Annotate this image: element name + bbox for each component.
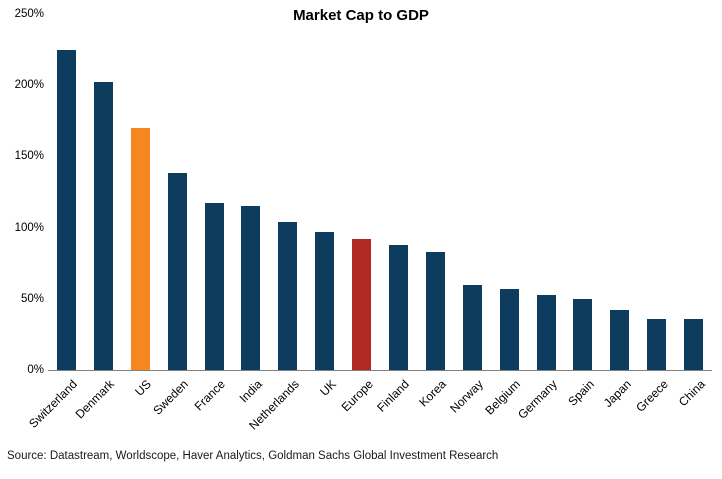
bar [425,251,445,370]
y-tick-label: 250% [14,8,44,20]
bar [278,221,298,370]
bar [241,206,261,370]
bar [167,173,187,370]
bar [130,127,150,370]
x-axis-label: UK [316,377,339,399]
bar [647,318,667,370]
x-axis-label: Japan [600,377,634,411]
x-axis-label: Europe [338,377,376,415]
bar [462,284,482,370]
y-tick-label: 150% [14,150,44,163]
x-axis-label: Greece [632,377,671,415]
x-axis-line [48,370,712,371]
x-axis-label: US [132,377,155,399]
source-note: Source: Datastream, Worldscope, Haver An… [7,450,499,462]
x-axis-label: Finland [374,377,413,415]
x-axis-label: India [236,377,265,406]
bar [573,298,593,370]
x-axis-label: China [675,377,708,410]
y-tick-label: 0% [27,364,44,376]
bar [536,294,556,370]
bar [315,231,335,370]
y-tick-label: 200% [14,79,44,92]
bar [499,288,519,370]
chart-title: Market Cap to GDP [293,7,429,24]
x-axis-label: Denmark [72,377,118,422]
bar [388,244,408,370]
bar [56,49,76,370]
bar [352,238,372,370]
x-axis-label: Norway [447,377,487,416]
x-axis-label: Germany [515,377,560,422]
x-axis-label: Korea [416,377,450,410]
x-axis-label: Switzerland [26,377,81,431]
y-tick-label: 100% [14,221,44,234]
y-tick-label: 50% [20,292,44,305]
x-axis-label: France [191,377,228,414]
bar [204,203,224,370]
x-axis-label: Sweden [150,377,192,418]
x-axis-label: Spain [565,377,597,409]
bar [610,310,630,370]
bar [93,82,113,370]
bar [684,318,704,370]
